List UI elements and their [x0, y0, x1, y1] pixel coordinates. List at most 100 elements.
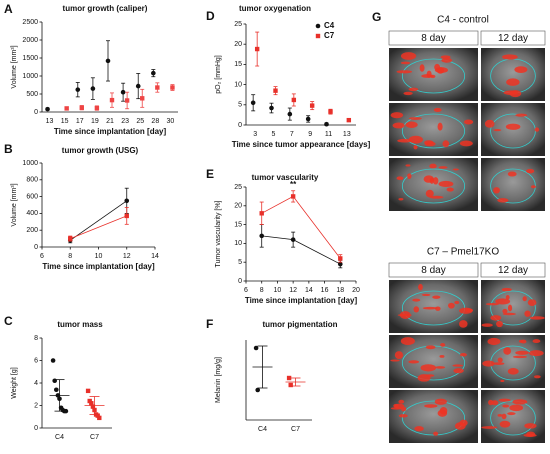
tumor-outline: [401, 113, 466, 149]
doppler-signal: [496, 320, 503, 328]
y-tick-label: 400: [26, 210, 38, 217]
data-point: [273, 88, 278, 93]
doppler-signal: [433, 107, 442, 113]
doppler-signal: [465, 308, 474, 313]
doppler-signal: [424, 141, 436, 147]
legend-swatch: [315, 33, 321, 39]
doppler-signal: [433, 431, 439, 436]
data-point: [64, 106, 69, 111]
data-point: [90, 86, 96, 91]
data-point: [75, 87, 81, 92]
y-tick-label: 0: [34, 425, 38, 432]
x-tick-label: 6: [244, 287, 248, 294]
doppler-signal: [407, 173, 412, 179]
doppler-signal: [434, 398, 447, 405]
doppler-signal: [422, 306, 438, 310]
doppler-signal: [425, 345, 436, 350]
doppler-signal: [488, 399, 494, 406]
doppler-signal: [412, 298, 421, 302]
y-tick-label: 0: [34, 109, 38, 116]
y-tick-label: 4: [34, 380, 38, 387]
y-tick-label: 25: [234, 184, 242, 191]
data-point: [328, 109, 333, 114]
data-point: [155, 85, 160, 90]
x-tick-label: C4: [258, 426, 267, 433]
doppler-signal: [507, 368, 519, 375]
doppler-signal: [398, 414, 408, 418]
x-tick-label: 12: [123, 253, 131, 260]
doppler-signal: [448, 302, 455, 309]
doppler-signal: [502, 54, 518, 60]
x-tick-label: 30: [167, 118, 175, 125]
y-tick-label: 0: [34, 244, 38, 251]
data-point: [305, 116, 311, 122]
doppler-signal: [499, 420, 511, 428]
y-tick-label: 2500: [22, 19, 38, 26]
column-header-label: 8 day: [421, 265, 445, 276]
doppler-signal: [501, 413, 507, 420]
x-tick-label: 16: [321, 287, 329, 294]
x-tick-label: 10: [95, 253, 103, 260]
data-point: [288, 382, 293, 388]
y-axis-label: Weight [g]: [11, 367, 18, 398]
data-point: [253, 345, 259, 351]
chart-title: tumor pigmentation: [262, 320, 337, 329]
data-point: [50, 358, 56, 363]
doppler-signal: [481, 426, 498, 429]
x-tick-label: 12: [289, 287, 297, 294]
x-tick-label: 25: [136, 118, 144, 125]
annotation: **: [290, 180, 297, 189]
doppler-signal: [490, 315, 502, 321]
panel-letter: D: [206, 9, 215, 23]
data-point: [170, 85, 175, 90]
chart-title: tumor oxygenation: [239, 4, 311, 13]
series-line: [70, 215, 127, 239]
doppler-signal: [397, 138, 413, 143]
y-tick-label: 20: [234, 203, 242, 210]
column-header: [480, 262, 546, 278]
doppler-signal: [524, 423, 537, 429]
doppler-signal: [501, 287, 512, 292]
data-point: [124, 213, 129, 219]
doppler-signal: [398, 198, 404, 201]
doppler-signal: [398, 399, 405, 404]
doppler-signal: [533, 375, 541, 379]
doppler-signal: [421, 293, 431, 297]
y-axis-label: Tumor vascularity [%]: [215, 200, 222, 267]
doppler-signal: [507, 412, 516, 416]
doppler-signal: [432, 177, 439, 185]
x-tick-label: C4: [55, 434, 64, 441]
data-point: [259, 233, 265, 239]
data-point: [85, 388, 91, 394]
y-tick-label: 2: [34, 402, 38, 409]
data-point: [109, 97, 115, 103]
doppler-signal: [405, 121, 418, 128]
doppler-signal: [527, 299, 537, 306]
doppler-signal: [515, 350, 529, 355]
doppler-signal: [420, 364, 437, 372]
doppler-signal: [529, 350, 544, 357]
doppler-signal: [408, 360, 420, 364]
doppler-signal: [439, 354, 445, 358]
series-line: [70, 200, 127, 241]
doppler-signal: [396, 176, 404, 181]
panel-letter: C: [4, 314, 13, 328]
doppler-signal: [400, 52, 417, 60]
y-tick-label: 15: [234, 221, 242, 228]
data-point: [63, 408, 69, 414]
doppler-signal: [424, 404, 438, 408]
doppler-signal: [401, 406, 407, 412]
y-tick-label: 1000: [22, 160, 38, 167]
doppler-signal: [497, 413, 503, 417]
data-point: [290, 194, 296, 199]
data-point: [90, 404, 96, 409]
doppler-signal: [405, 164, 411, 167]
y-axis-label: Volume [mm³]: [11, 183, 18, 226]
doppler-signal: [408, 135, 423, 144]
doppler-signal: [403, 91, 413, 96]
doppler-signal: [507, 171, 517, 177]
doppler-signal: [502, 308, 508, 314]
y-tick-label: 6: [34, 357, 38, 364]
doppler-signal: [487, 337, 501, 346]
data-point: [124, 98, 130, 103]
